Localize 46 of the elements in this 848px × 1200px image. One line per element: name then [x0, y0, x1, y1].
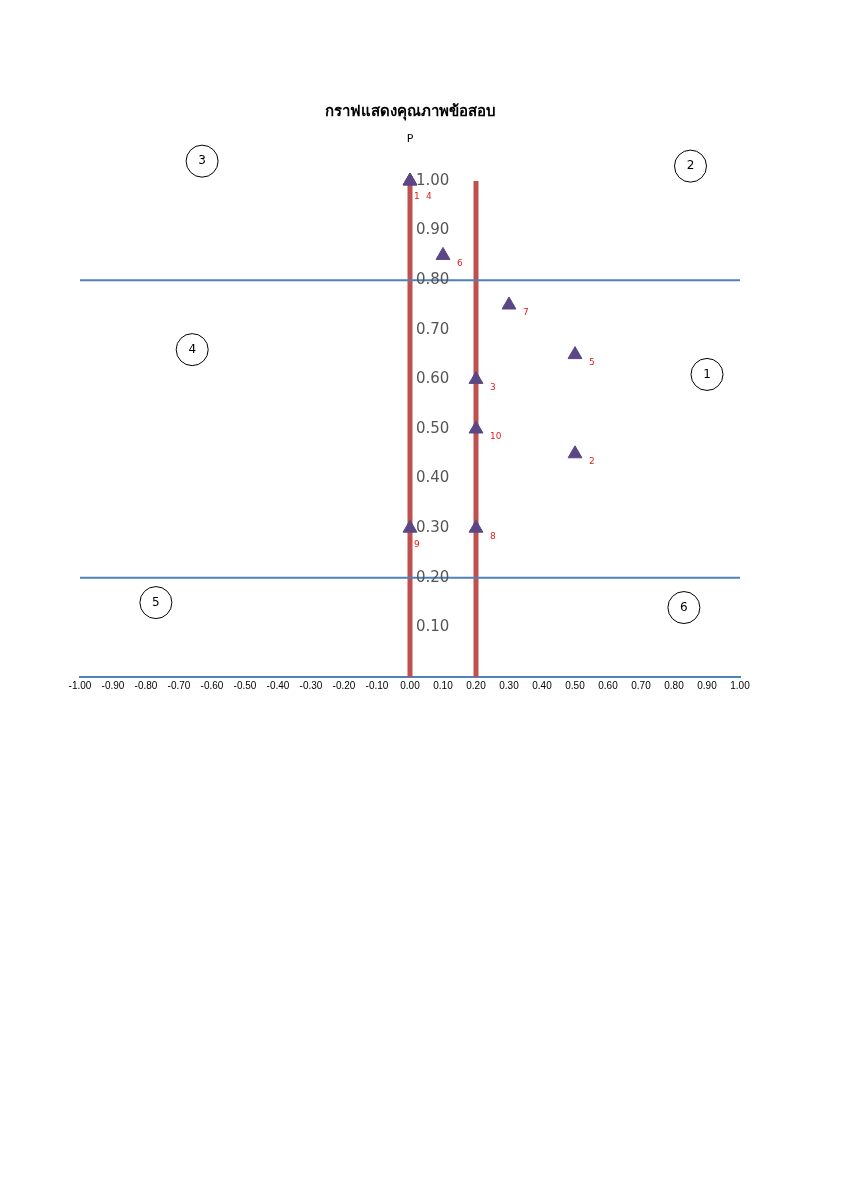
annotation: 6 [680, 599, 688, 614]
annotation: 1 [703, 366, 711, 381]
x-tick-label: 0.30 [499, 679, 520, 691]
x-tick-label: -0.80 [134, 679, 158, 691]
x-tick-label: -0.20 [332, 679, 356, 691]
text: 3 [198, 153, 206, 168]
x-tick-label: 1.00 [730, 679, 751, 691]
x-tick-label: -0.10 [365, 679, 389, 691]
y-tick-label: 0.30 [416, 518, 450, 537]
annotation: 7 [523, 307, 529, 318]
annotation: 10 [490, 431, 502, 442]
x-tick-label: -0.30 [299, 679, 323, 691]
y-axis-title: P [406, 131, 414, 145]
text: 2 [686, 158, 695, 173]
x-tick-label: 0.50 [565, 679, 586, 691]
x-tick-label: 0.60 [598, 679, 619, 691]
x-tick-label: 0.20 [466, 679, 487, 691]
chart-title: กราฟแสดงคุณภาพข้อสอบ [324, 101, 496, 121]
annotation: 3 [490, 381, 496, 392]
annotation: 1 [414, 191, 420, 202]
y-tick-label: 0.60 [416, 369, 450, 388]
x-tick-label: -1.00 [68, 679, 92, 691]
x-tick-label: -0.90 [101, 679, 125, 691]
x-tick-label: -0.50 [233, 679, 257, 691]
annotation: 5 [589, 356, 595, 367]
annotation: 4 [188, 341, 197, 356]
y-tick-label: 0.40 [416, 468, 450, 487]
x-tick-label: -0.60 [200, 679, 224, 691]
x-tick-label: 0.70 [631, 679, 652, 691]
x-tick-label: 0.80 [664, 679, 685, 691]
y-tick-label: 0.70 [416, 319, 450, 338]
y-tick-label: 0.10 [416, 617, 450, 636]
annotation: 8 [490, 530, 496, 541]
annotation: 5 [152, 594, 160, 609]
x-tick-label: 0.40 [532, 679, 553, 691]
annotation: 4 [426, 191, 432, 202]
annotation: 6 [457, 257, 463, 268]
x-tick-label: 0.00 [400, 679, 421, 691]
annotation: 2 [589, 456, 595, 467]
annotation: 9 [414, 538, 420, 549]
x-tick-label: -0.70 [167, 679, 191, 691]
x-tick-label: 0.90 [697, 679, 718, 691]
y-tick-label: 1.00 [416, 170, 450, 189]
y-tick-label: 0.90 [416, 220, 450, 239]
y-tick-label: 0.50 [416, 418, 450, 437]
x-tick-label: -0.40 [266, 679, 290, 691]
